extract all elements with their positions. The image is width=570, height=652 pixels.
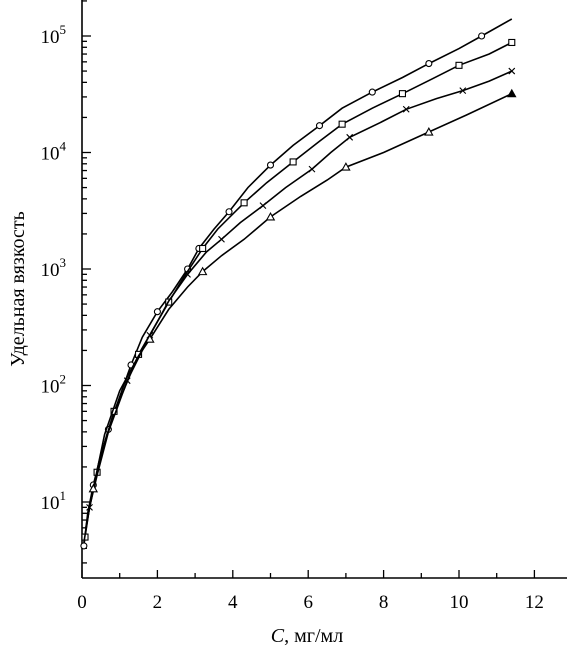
data-point-circle xyxy=(315,122,324,130)
data-point-triangle xyxy=(88,483,99,493)
y-tick-label: 102 xyxy=(41,372,67,398)
data-point-square xyxy=(199,244,207,253)
data-point-square xyxy=(338,120,346,128)
data-point-circle xyxy=(266,161,275,169)
data-point-cross xyxy=(402,105,410,113)
y-ticks: 101 102 103 104 105 xyxy=(41,0,91,564)
y-axis-title: Удельная вязкость xyxy=(7,211,29,367)
x-axis-title: C, мг/мл xyxy=(271,625,343,647)
x-tick-label: 12 xyxy=(525,592,544,613)
y-tick-label: 101 xyxy=(41,488,67,514)
data-point-square xyxy=(508,38,516,47)
data-point-circle xyxy=(478,32,486,40)
x-tick-label: 10 xyxy=(450,592,469,613)
x-tick-label: 4 xyxy=(228,592,238,613)
series-line xyxy=(84,41,513,538)
data-point-circle xyxy=(225,208,233,216)
data-point-cross xyxy=(259,202,267,210)
axes xyxy=(81,0,567,579)
data-point-square xyxy=(455,61,463,69)
x-tick-label: 2 xyxy=(153,592,163,613)
data-point-cross xyxy=(123,377,131,385)
series-line xyxy=(85,92,513,528)
series-square xyxy=(81,38,516,541)
data-point-cross xyxy=(508,67,516,75)
series-circle xyxy=(80,18,513,550)
series-triangle xyxy=(85,88,517,528)
x-tick-label: 6 xyxy=(303,592,313,613)
data-point-cross xyxy=(184,270,191,278)
data-point-triangle xyxy=(424,127,434,136)
x-ticks: 0 2 4 6 8 10 12 xyxy=(77,570,544,613)
data-point-triangle xyxy=(197,266,208,276)
data-point-square xyxy=(398,90,407,98)
series-line xyxy=(83,70,513,543)
data-point-triangle xyxy=(265,211,276,221)
y-tick-label: 105 xyxy=(41,22,67,48)
x-tick-label: 0 xyxy=(77,592,87,613)
data-point-circle xyxy=(368,88,376,96)
series-cross xyxy=(83,67,516,543)
data-point-square xyxy=(289,158,297,166)
x-tick-label: 8 xyxy=(379,592,389,613)
data-point-circle xyxy=(425,60,433,68)
data-point-circle xyxy=(80,542,88,550)
data-point-triangle xyxy=(341,162,351,171)
series-group xyxy=(80,18,517,550)
y-tick-label: 103 xyxy=(41,255,67,281)
data-point-triangle xyxy=(507,88,517,98)
data-point-cross xyxy=(346,133,354,141)
y-tick-label: 104 xyxy=(41,139,67,165)
data-point-cross xyxy=(218,235,225,243)
series-line xyxy=(83,18,513,546)
data-point-triangle xyxy=(145,334,155,343)
data-point-cross xyxy=(459,87,467,94)
data-point-cross xyxy=(308,165,316,173)
data-point-square xyxy=(240,199,248,207)
data-point-circle xyxy=(153,308,161,316)
